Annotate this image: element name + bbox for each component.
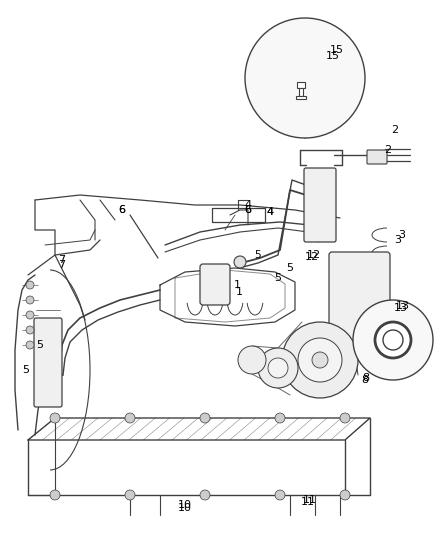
Text: 6: 6	[244, 205, 251, 215]
Text: 2: 2	[384, 145, 391, 155]
Text: 2: 2	[391, 125, 398, 135]
Text: 10: 10	[177, 503, 191, 513]
FancyBboxPatch shape	[200, 264, 230, 305]
Circle shape	[281, 322, 357, 398]
FancyBboxPatch shape	[298, 88, 302, 96]
Circle shape	[382, 330, 402, 350]
Circle shape	[125, 490, 135, 500]
Text: 6: 6	[118, 205, 125, 215]
Circle shape	[274, 490, 284, 500]
Circle shape	[244, 18, 364, 138]
Text: 5: 5	[286, 263, 293, 273]
Circle shape	[233, 256, 245, 268]
Text: 5: 5	[274, 273, 281, 283]
Text: 13: 13	[395, 301, 409, 311]
Text: 3: 3	[394, 235, 401, 245]
Text: 7: 7	[58, 255, 65, 265]
Circle shape	[274, 413, 284, 423]
Text: 12: 12	[306, 250, 320, 260]
Circle shape	[50, 413, 60, 423]
Text: 3: 3	[398, 230, 405, 240]
FancyBboxPatch shape	[295, 96, 305, 99]
Text: 11: 11	[302, 495, 316, 505]
Circle shape	[339, 413, 349, 423]
Text: 5: 5	[36, 340, 43, 350]
FancyBboxPatch shape	[297, 82, 304, 88]
Text: 4: 4	[266, 207, 273, 217]
Text: 4: 4	[266, 207, 273, 217]
Text: 1: 1	[233, 280, 240, 290]
Circle shape	[200, 413, 209, 423]
Text: 8: 8	[360, 375, 368, 385]
Circle shape	[26, 326, 34, 334]
Circle shape	[258, 348, 297, 388]
Text: 4: 4	[244, 200, 251, 210]
Text: 11: 11	[300, 497, 314, 507]
Text: 5: 5	[22, 365, 29, 375]
FancyBboxPatch shape	[303, 168, 335, 242]
Circle shape	[297, 338, 341, 382]
FancyBboxPatch shape	[328, 252, 389, 358]
Text: 10: 10	[177, 500, 191, 510]
Circle shape	[26, 341, 34, 349]
Circle shape	[339, 490, 349, 500]
Text: 15: 15	[325, 51, 339, 61]
Text: 13: 13	[393, 303, 407, 313]
Circle shape	[237, 346, 265, 374]
Circle shape	[267, 358, 287, 378]
Circle shape	[50, 490, 60, 500]
Circle shape	[352, 300, 432, 380]
Text: 1: 1	[235, 287, 242, 297]
Text: 5: 5	[254, 250, 261, 260]
Text: 12: 12	[304, 252, 318, 262]
Text: 6: 6	[118, 205, 125, 215]
Text: 7: 7	[58, 260, 65, 270]
Circle shape	[374, 322, 410, 358]
Text: 6: 6	[244, 205, 251, 215]
Text: 8: 8	[362, 373, 369, 383]
Circle shape	[26, 281, 34, 289]
Circle shape	[26, 311, 34, 319]
Circle shape	[311, 352, 327, 368]
Circle shape	[200, 490, 209, 500]
Circle shape	[125, 413, 135, 423]
Circle shape	[26, 296, 34, 304]
Text: 15: 15	[329, 45, 343, 55]
FancyBboxPatch shape	[366, 150, 386, 164]
FancyBboxPatch shape	[34, 318, 62, 407]
